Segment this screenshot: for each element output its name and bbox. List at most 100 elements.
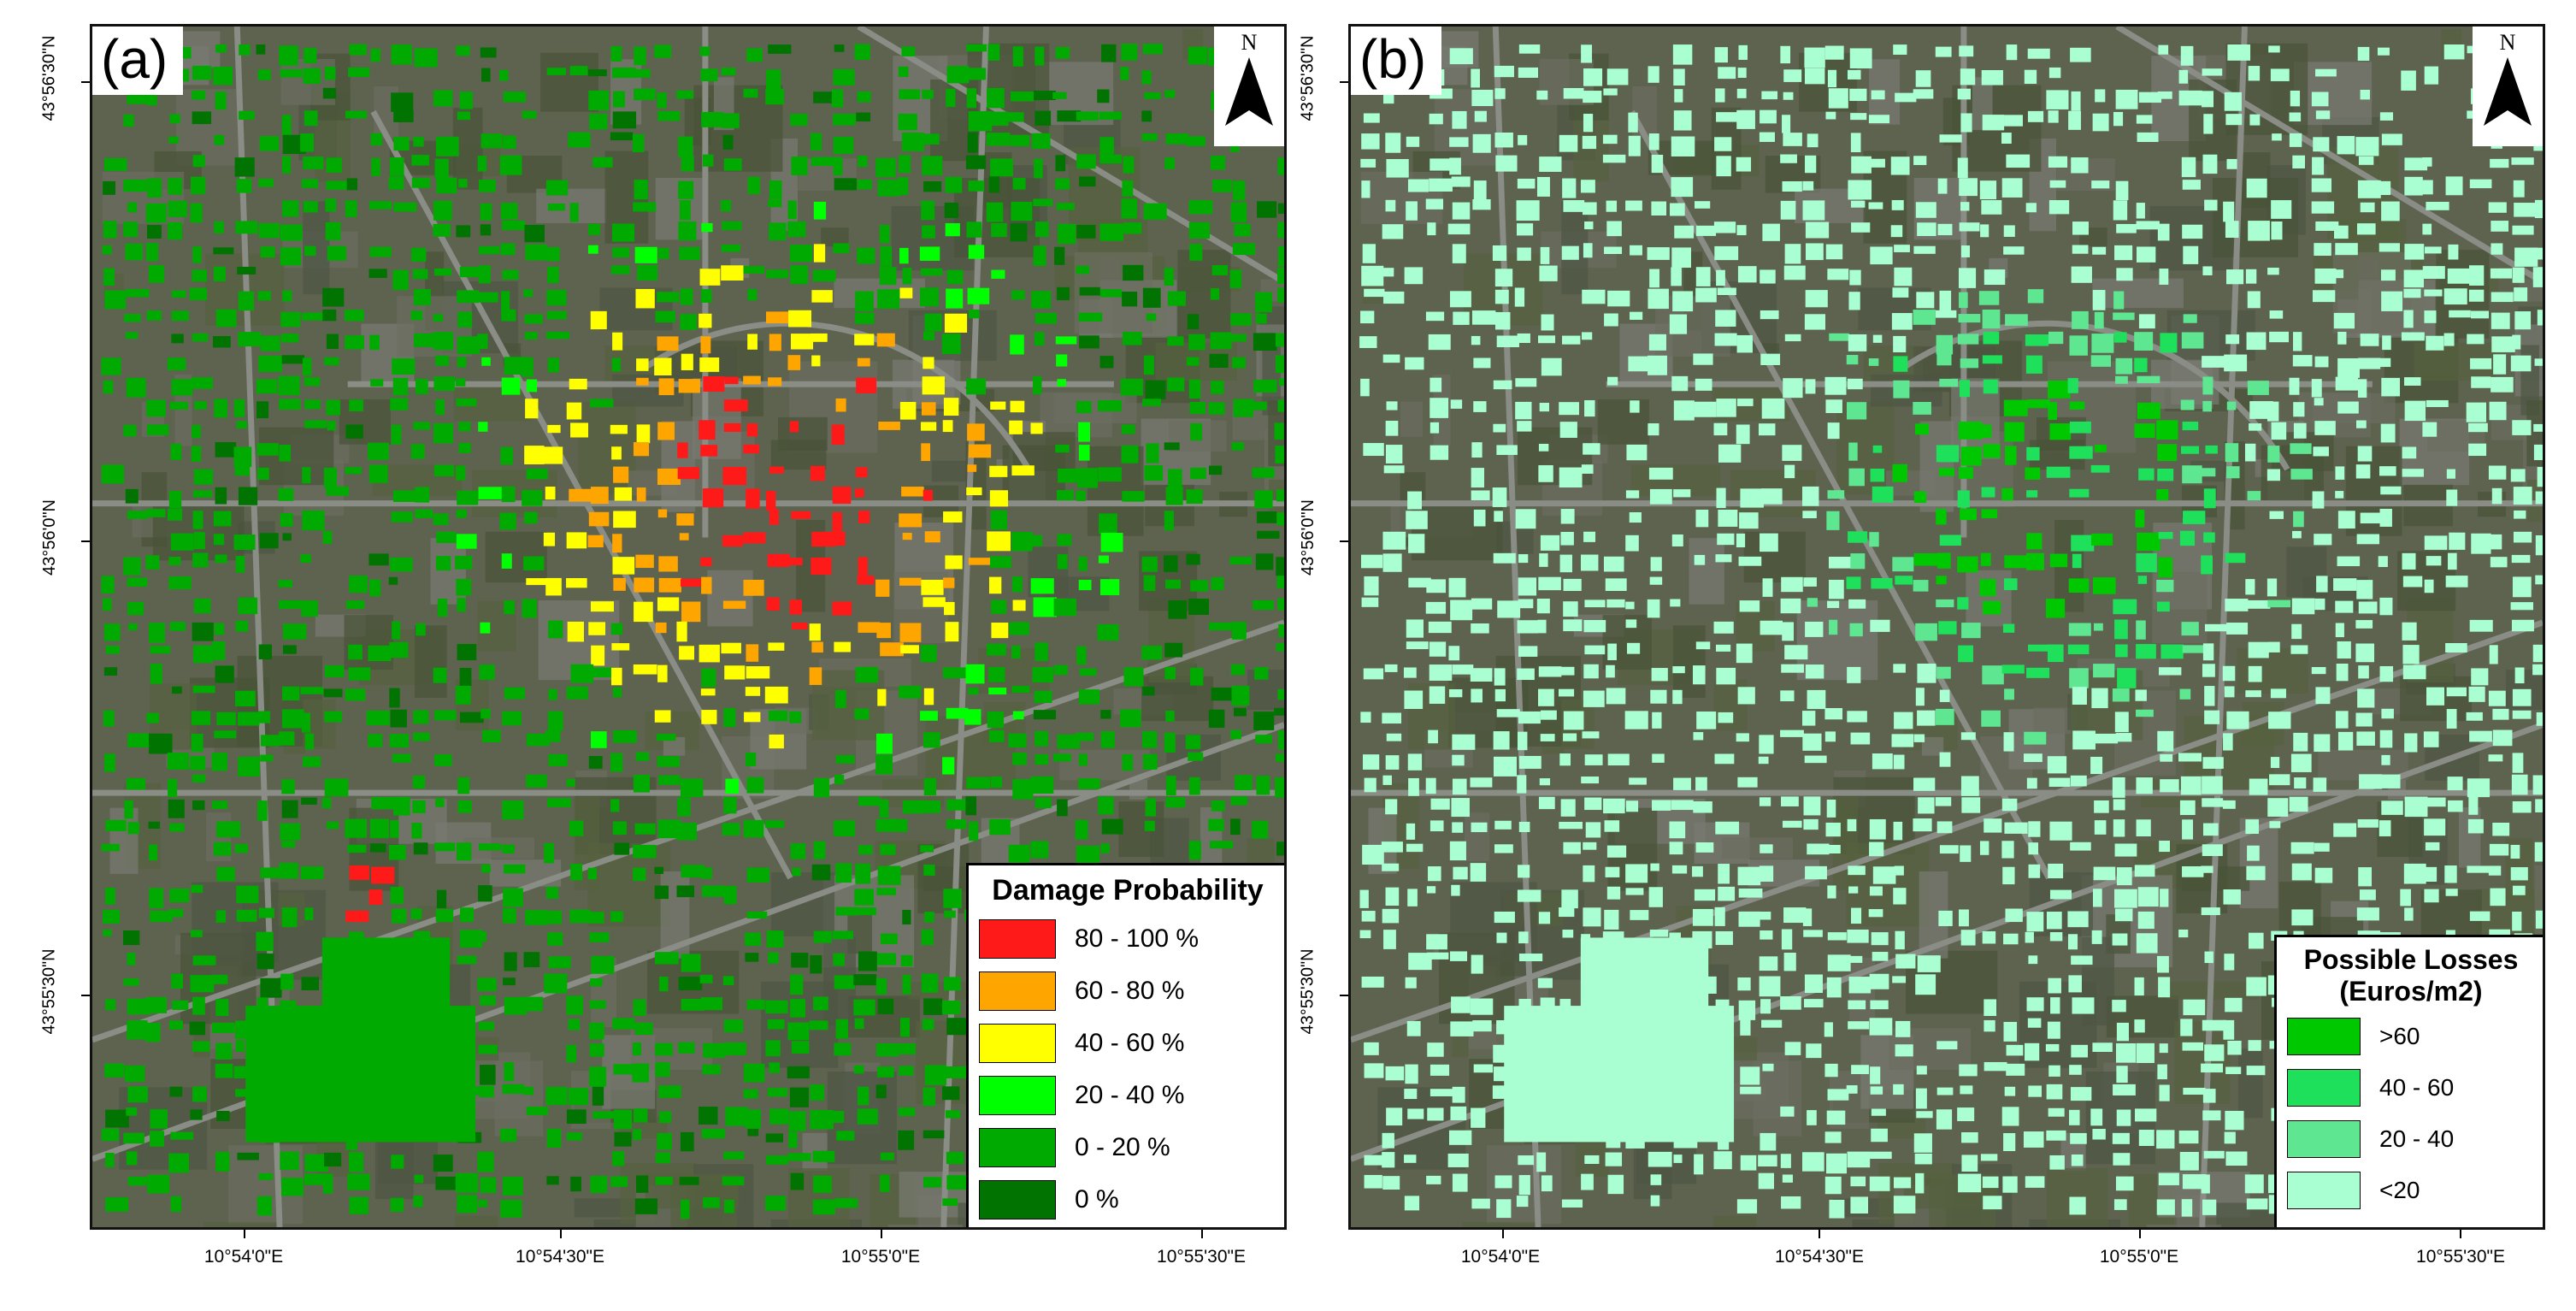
building bbox=[1030, 776, 1054, 794]
building bbox=[193, 598, 211, 614]
building bbox=[902, 974, 911, 995]
terrain-patch bbox=[1118, 801, 1164, 857]
building bbox=[811, 641, 823, 653]
building bbox=[2424, 889, 2439, 903]
building bbox=[2469, 179, 2492, 189]
building bbox=[1562, 335, 1581, 345]
building bbox=[1429, 398, 1449, 418]
building bbox=[2514, 667, 2525, 684]
building bbox=[1718, 510, 1738, 527]
building bbox=[238, 487, 258, 505]
building bbox=[676, 822, 698, 841]
building bbox=[1848, 531, 1868, 543]
building bbox=[1984, 999, 1997, 1016]
building bbox=[524, 511, 538, 524]
building bbox=[345, 910, 369, 923]
building bbox=[2224, 354, 2248, 372]
building bbox=[769, 180, 782, 200]
building bbox=[659, 977, 669, 992]
building bbox=[1829, 333, 1849, 341]
building bbox=[1496, 932, 1507, 943]
building bbox=[433, 464, 454, 477]
building bbox=[1915, 202, 1936, 218]
building bbox=[2337, 731, 2354, 751]
building bbox=[1939, 290, 1952, 311]
building bbox=[655, 622, 667, 634]
building bbox=[1651, 201, 1667, 216]
building bbox=[767, 1019, 785, 1030]
building bbox=[1008, 844, 1030, 863]
building bbox=[2512, 334, 2521, 350]
building bbox=[614, 842, 630, 855]
building bbox=[1714, 137, 1732, 151]
building bbox=[1142, 44, 1164, 55]
building bbox=[1960, 1085, 1973, 1095]
building bbox=[1382, 268, 1394, 277]
building bbox=[2070, 47, 2091, 62]
building bbox=[435, 355, 449, 366]
building bbox=[1474, 110, 1487, 122]
building bbox=[192, 333, 209, 342]
building bbox=[1514, 287, 1525, 307]
building bbox=[547, 711, 563, 731]
building bbox=[434, 158, 449, 179]
building bbox=[678, 1042, 695, 1054]
building bbox=[944, 202, 959, 218]
building bbox=[371, 866, 395, 884]
building bbox=[500, 446, 514, 465]
building bbox=[1759, 956, 1778, 971]
building bbox=[966, 378, 987, 395]
building bbox=[457, 311, 473, 328]
building bbox=[945, 1110, 961, 1119]
building bbox=[1803, 818, 1819, 830]
building bbox=[2469, 265, 2485, 286]
building bbox=[922, 1019, 934, 1030]
building bbox=[967, 423, 985, 441]
building bbox=[2314, 867, 2333, 883]
building bbox=[1563, 733, 1577, 741]
building bbox=[1671, 267, 1682, 286]
lon-label-b-1: 10°54'0"E bbox=[1460, 1247, 1541, 1267]
building bbox=[1406, 201, 1418, 221]
building bbox=[2443, 44, 2465, 60]
building bbox=[2316, 576, 2328, 593]
building bbox=[943, 511, 963, 523]
building bbox=[1382, 553, 1402, 572]
building bbox=[282, 290, 292, 302]
building bbox=[1472, 133, 1491, 153]
building bbox=[190, 203, 203, 223]
building bbox=[1981, 424, 1992, 439]
building bbox=[2404, 733, 2418, 753]
building bbox=[324, 778, 349, 797]
building bbox=[1736, 1199, 1758, 1214]
building bbox=[880, 1174, 890, 1192]
building bbox=[1275, 777, 1284, 798]
building bbox=[2138, 314, 2155, 329]
building bbox=[834, 1042, 852, 1056]
building bbox=[832, 601, 852, 616]
building bbox=[1165, 487, 1183, 505]
building bbox=[1913, 156, 1927, 165]
building bbox=[1760, 488, 1783, 505]
building bbox=[588, 223, 600, 235]
building bbox=[2269, 821, 2281, 829]
building bbox=[526, 774, 547, 788]
building bbox=[1715, 554, 1732, 563]
building bbox=[2512, 420, 2532, 435]
building bbox=[2335, 243, 2358, 256]
terrain-patch bbox=[454, 1215, 498, 1227]
building bbox=[436, 556, 451, 571]
building bbox=[2201, 468, 2216, 477]
building bbox=[124, 800, 133, 819]
building bbox=[2225, 599, 2249, 611]
building bbox=[546, 289, 567, 306]
building bbox=[1673, 489, 1691, 498]
building bbox=[171, 334, 184, 344]
building bbox=[1407, 491, 1422, 510]
building bbox=[2156, 489, 2169, 501]
building bbox=[499, 155, 522, 175]
building bbox=[1801, 486, 1819, 506]
building bbox=[2158, 44, 2169, 55]
building bbox=[2002, 866, 2015, 885]
building bbox=[1382, 908, 1400, 924]
